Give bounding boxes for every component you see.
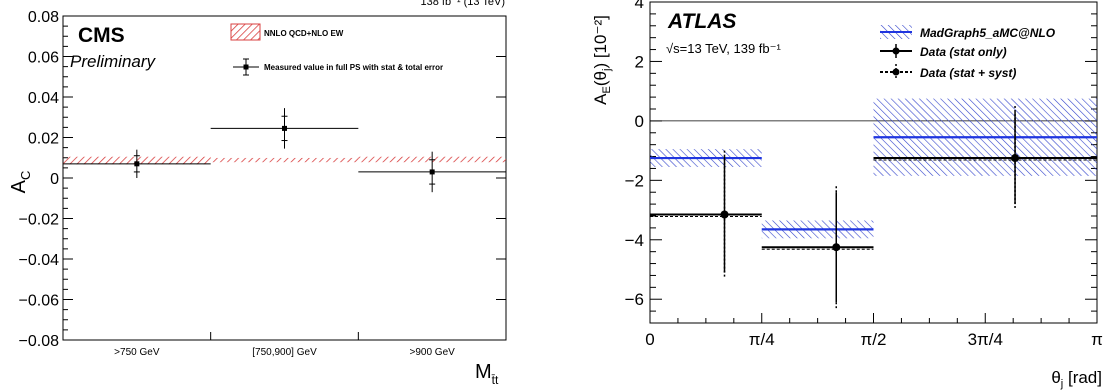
cms-y-tick-label: −0.06: [19, 293, 60, 310]
cms-x-category-label: [750,900] GeV: [252, 347, 317, 358]
cms-legend: NNLO QCD+NLO EW Measured value in full P…: [230, 23, 443, 76]
atlas-data-point: [1011, 154, 1020, 163]
cms-theory-band: [210, 157, 359, 163]
cms-y-tick-label: 0.06: [28, 50, 59, 67]
atlas-y-tick-label: −6: [625, 290, 644, 309]
atlas-legend-syst-label: Data (stat + syst): [920, 66, 1016, 80]
cms-legend-measured-label: Measured value in full PS with stat & to…: [264, 63, 443, 72]
atlas-x-axis-title: θj [rad]: [1051, 368, 1102, 390]
cms-y-tick-label: 0.04: [28, 90, 59, 107]
atlas-legend-mc-label: MadGraph5_aMC@NLO: [920, 26, 1056, 40]
cms-y-tick-label: 0.02: [28, 131, 59, 148]
cms-x-axis-title: Mt̄t: [475, 361, 499, 387]
cms-y-tick-label: −0.04: [19, 252, 60, 269]
atlas-y-axis-title: AE(θj) [10⁻²]: [591, 15, 613, 105]
cms-legend-theory-label: NNLO QCD+NLO EW: [264, 29, 344, 38]
atlas-legend-stat-marker: [880, 44, 912, 58]
atlas-y-axis: 4 2 0 −2 −4 −6: [625, 0, 1097, 312]
cms-y-tick-label: −0.02: [19, 212, 60, 229]
atlas-data-point: [720, 210, 729, 219]
atlas-energy-label: √s=13 TeV, 139 fb⁻¹: [666, 41, 782, 56]
atlas-mc-prediction: [650, 98, 1097, 239]
atlas-x-tick-label: π: [1091, 330, 1103, 349]
atlas-y-tick-label: −4: [625, 231, 644, 250]
cms-lumi-label: 138 fb⁻¹ (13 TeV): [421, 0, 505, 8]
cms-x-categories: >750 GeV [750,900] GeV >900 GeV: [114, 332, 455, 358]
atlas-data-point: [832, 243, 841, 252]
atlas-data-points: [650, 106, 1097, 309]
cms-theory-bands: [63, 156, 506, 165]
cms-y-axis: 0.08 0.06 0.04 0.02 0 −0.02 −0.04 −0.06 −0.08: [19, 9, 506, 350]
cms-panel: 138 fb⁻¹ (13 TeV) 0.08 0.06 0.04 0.02 0 −0.02…: [8, 0, 507, 387]
atlas-x-tick-label: π/4: [749, 330, 775, 349]
cms-measured-point: [282, 125, 287, 131]
atlas-y-tick-label: 0: [635, 112, 644, 131]
cms-y-tick-label: −0.08: [19, 333, 60, 350]
cms-measured-points: [63, 108, 506, 193]
atlas-x-tick-label: 3π/4: [968, 330, 1003, 349]
cms-legend-measured-marker: [233, 58, 259, 76]
cms-y-tick-label: 0: [50, 171, 59, 188]
atlas-legend: MadGraph5_aMC@NLO Data (stat only) Data …: [880, 25, 1056, 80]
atlas-y-tick-label: 2: [635, 52, 644, 71]
cms-legend-theory-swatch: [230, 23, 261, 41]
cms-y-tick-label: 0.08: [28, 9, 59, 26]
atlas-panel: 4 2 0 −2 −4 −6 0 π/4 π/2 3π/4 π ATLAS √s=13 TeV, …: [591, 0, 1103, 390]
cms-measured-point: [134, 161, 140, 167]
cms-x-category-label: >750 GeV: [114, 347, 160, 358]
cms-measured-point: [429, 169, 435, 175]
cms-experiment-label: CMS: [78, 24, 125, 47]
cms-status-label: Preliminary: [70, 52, 157, 71]
atlas-x-tick-label: 0: [645, 330, 654, 349]
atlas-y-tick-label: 4: [635, 0, 644, 12]
atlas-legend-syst-marker: [880, 64, 912, 80]
cms-y-axis-title: AC: [8, 171, 33, 194]
atlas-x-tick-label: π/2: [861, 330, 887, 349]
atlas-experiment-label: ATLAS: [667, 10, 736, 33]
atlas-y-tick-label: −2: [625, 171, 644, 190]
atlas-legend-stat-label: Data (stat only): [920, 45, 1007, 59]
atlas-x-axis: 0 π/4 π/2 3π/4 π: [645, 313, 1103, 349]
cms-x-category-label: >900 GeV: [410, 347, 456, 358]
